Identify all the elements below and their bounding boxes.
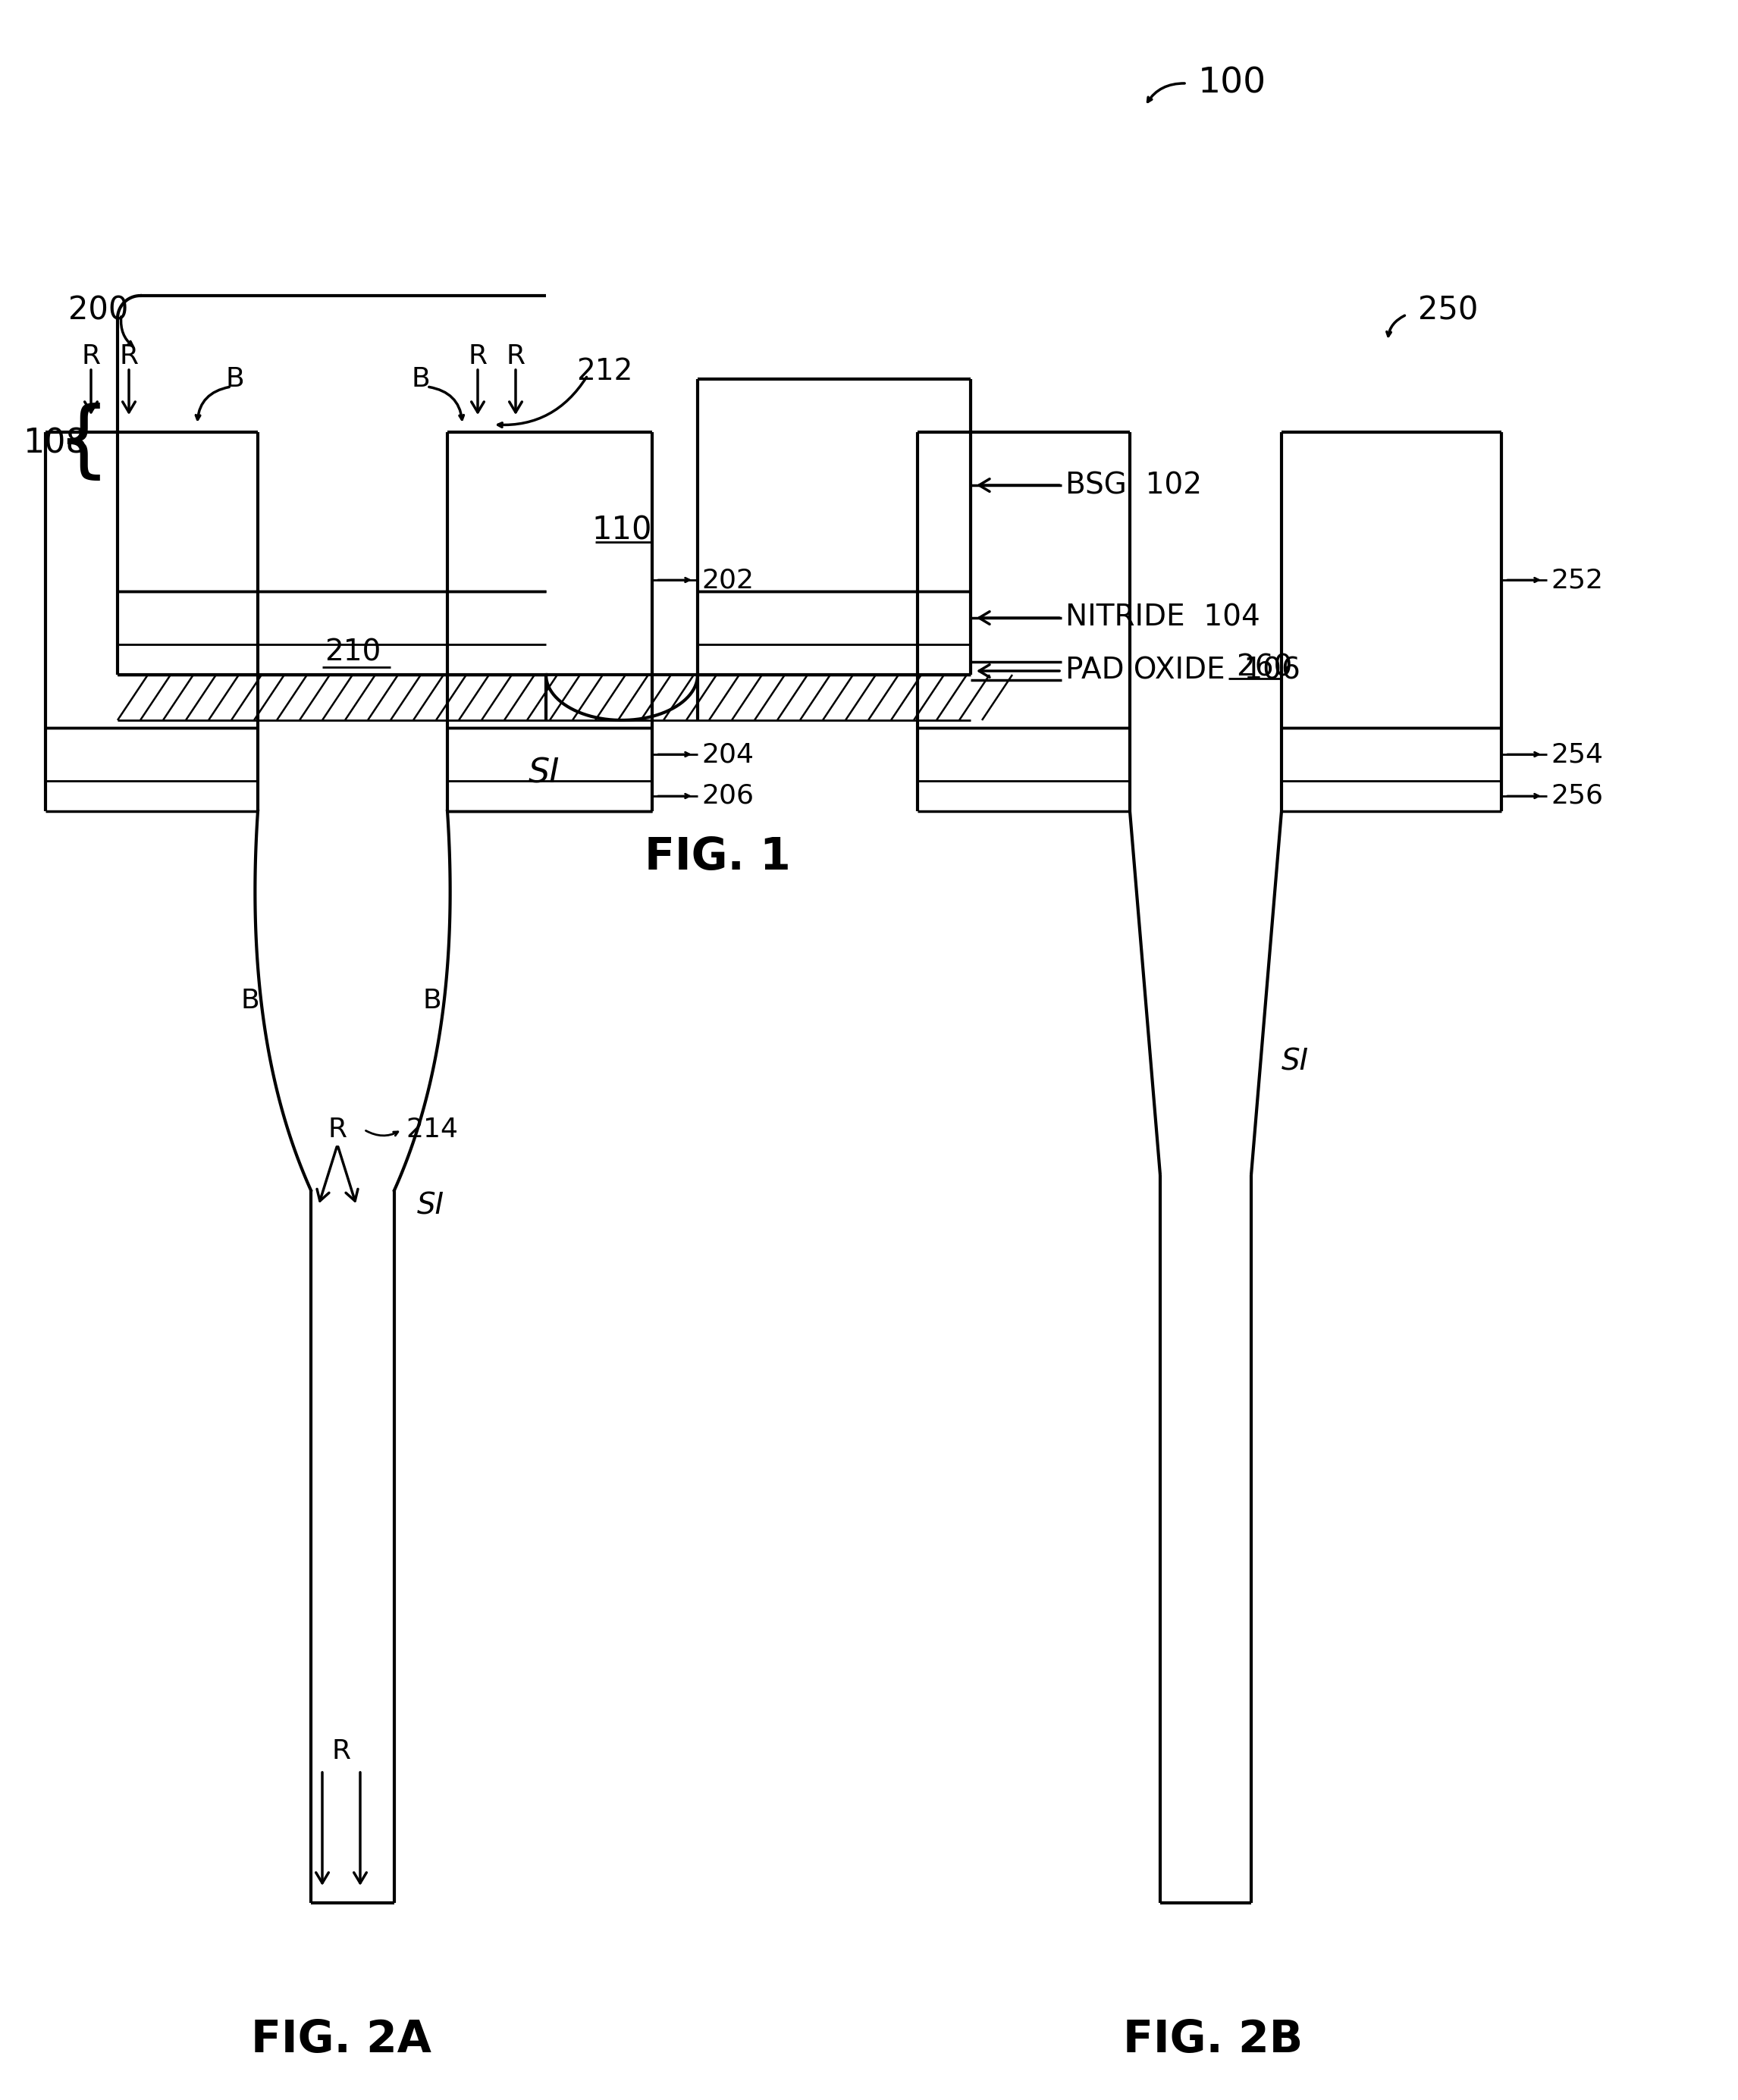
Text: 100: 100: [1197, 67, 1267, 101]
Text: 204: 204: [702, 741, 754, 766]
Text: B: B: [422, 987, 441, 1014]
Text: BSG  102: BSG 102: [1065, 470, 1203, 500]
Text: SI: SI: [1281, 1048, 1309, 1075]
Text: SI: SI: [528, 756, 560, 790]
Text: B: B: [226, 365, 245, 393]
Text: R: R: [120, 344, 139, 370]
Text: R: R: [328, 1117, 348, 1142]
Text: 202: 202: [702, 567, 754, 592]
Text: FIG. 1: FIG. 1: [645, 836, 791, 878]
Text: {: {: [57, 403, 109, 485]
Text: 206: 206: [702, 783, 754, 808]
Text: 260: 260: [1236, 653, 1293, 683]
Text: 250: 250: [1418, 294, 1479, 328]
Text: B: B: [242, 987, 259, 1014]
Text: R: R: [468, 344, 487, 370]
Text: 200: 200: [68, 294, 129, 328]
Text: FIG. 2B: FIG. 2B: [1123, 2018, 1304, 2060]
Text: 212: 212: [577, 357, 633, 386]
Text: FIG. 2A: FIG. 2A: [250, 2018, 431, 2060]
Text: 252: 252: [1550, 567, 1602, 592]
Text: R: R: [82, 344, 101, 370]
Text: NITRIDE  104: NITRIDE 104: [1065, 603, 1260, 632]
Text: 110: 110: [591, 514, 652, 546]
Text: 210: 210: [325, 638, 381, 666]
Text: 108: 108: [23, 426, 87, 460]
Text: B: B: [412, 365, 431, 393]
Text: 214: 214: [405, 1117, 459, 1142]
Text: 254: 254: [1550, 741, 1602, 766]
Text: 256: 256: [1550, 783, 1602, 808]
Text: R: R: [332, 1739, 351, 1764]
Text: SI: SI: [417, 1191, 445, 1220]
Text: PAD OXIDE  106: PAD OXIDE 106: [1065, 657, 1300, 685]
Text: R: R: [506, 344, 525, 370]
